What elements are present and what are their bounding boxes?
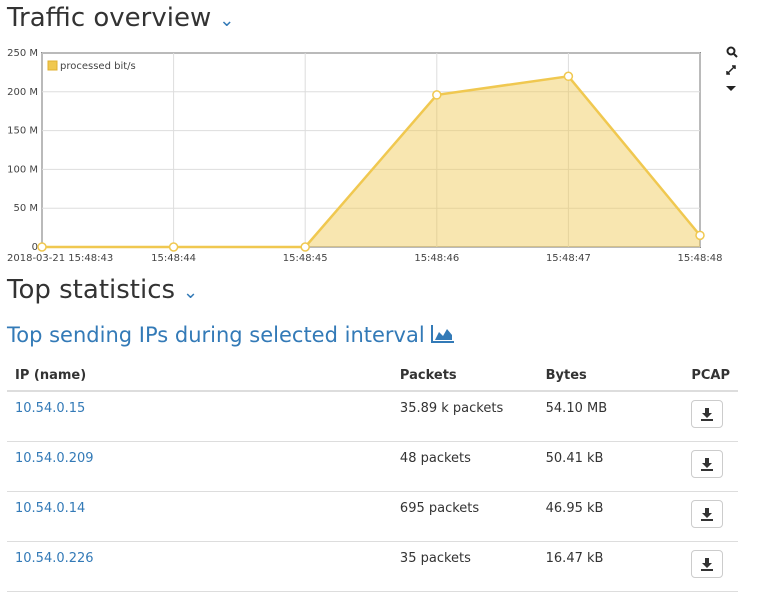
ip-link[interactable]: 10.54.0.226 <box>15 550 94 566</box>
ip-link[interactable]: 10.54.0.209 <box>15 450 94 466</box>
table-title-text: Top sending IPs during selected interval <box>7 323 425 347</box>
legend-label: processed bit/s <box>60 61 136 72</box>
y-tick-label: 50 M <box>13 203 38 214</box>
chart-icon[interactable] <box>431 324 455 344</box>
section-text: Top statistics <box>7 275 176 305</box>
point <box>563 71 574 82</box>
column-header: Packets <box>391 360 538 392</box>
y-tick-label: 150 M <box>7 126 38 137</box>
x-tick-label: 15:48:44 <box>151 253 196 264</box>
table-cell: 48 packets <box>391 441 538 492</box>
point <box>432 90 442 100</box>
table-cell: 54.10 MB <box>537 391 684 442</box>
table-cell: 10.54.0.226 <box>7 541 392 592</box>
page-title: Traffic overview ⌄ <box>7 3 235 33</box>
y-tick-label: 100 M <box>7 164 38 175</box>
cell-text: 54.10 MB <box>545 401 608 416</box>
table-title: Top sending IPs during selected interval <box>7 323 455 347</box>
point <box>695 230 705 241</box>
point <box>168 242 179 252</box>
download-button[interactable] <box>691 549 724 578</box>
area <box>42 76 700 247</box>
cell-text: 16.47 kB <box>545 550 604 566</box>
table-row: 10.54.0.15 35.89 k packets 54.10 MB <box>7 391 738 442</box>
ip-link[interactable]: 10.54.0.14 <box>15 500 86 516</box>
x-tick-label: 15:48:45 <box>283 253 328 264</box>
table-cell: 695 packets <box>391 491 538 542</box>
table-row: 10.54.0.14 695 packets 46.95 kB <box>7 491 738 542</box>
cell-text: 50.41 kB <box>545 450 604 466</box>
point <box>300 242 310 252</box>
table-cell: 10.54.0.15 <box>7 391 392 442</box>
ip-link[interactable]: 10.54.0.15 <box>15 401 86 416</box>
download-button[interactable] <box>691 449 724 478</box>
table-cell: 10.54.0.14 <box>7 491 392 542</box>
x-tick-label: 15:48:48 <box>678 253 723 264</box>
cell-text: 46.95 kB <box>545 500 604 516</box>
pcap-cell <box>683 541 738 592</box>
legend-swatch <box>47 60 58 71</box>
section-title: Top statistics ⌄ <box>7 275 199 305</box>
pcap-cell <box>683 441 738 492</box>
y-tick-label: 0 <box>32 242 38 253</box>
zoom-icon[interactable] <box>726 46 736 56</box>
column-header: IP (name) <box>7 360 392 392</box>
chart: 0 50 M 100 M 150 M 200 M 250 M 2018-03-21 15:4… <box>7 46 738 264</box>
header-row: IP (name) Packets Bytes PCAP <box>7 360 738 392</box>
cell-text: 35.89 k packets <box>399 401 504 416</box>
table-cell: 50.41 kB <box>537 441 684 492</box>
pcap-cell <box>683 391 738 442</box>
column-header: Bytes <box>537 360 684 392</box>
title-text: Traffic overview <box>7 3 212 33</box>
table-cell: 35.89 k packets <box>391 391 538 442</box>
x-tick-label: 15:48:46 <box>414 253 459 264</box>
x-tick-label: 15:48:47 <box>546 253 591 264</box>
table-cell: 35 packets <box>391 541 538 592</box>
table-row: 10.54.0.209 48 packets 50.41 kB <box>7 441 738 492</box>
y-tick-label: 250 M <box>7 48 38 59</box>
cell-text: 35 packets <box>399 550 471 566</box>
toolbar <box>726 46 738 91</box>
menu-icon[interactable] <box>726 86 736 91</box>
cell-text: 48 packets <box>399 450 471 466</box>
table-cell: 10.54.0.209 <box>7 441 392 492</box>
download-button[interactable] <box>691 499 724 528</box>
y-tick-label: 200 M <box>7 87 38 98</box>
point <box>37 242 47 252</box>
line <box>42 74 701 249</box>
column-header: PCAP <box>683 360 738 392</box>
ip-table: IP (name) Packets Bytes PCAP 10.54.0.15 35.8… <box>7 360 738 592</box>
reset-icon[interactable] <box>726 65 736 75</box>
table-row: 10.54.0.226 35 packets 16.47 kB <box>7 541 738 592</box>
plot-frame <box>41 52 701 248</box>
pcap-cell <box>683 491 738 542</box>
table-cell: 16.47 kB <box>537 541 684 592</box>
table-cell: 46.95 kB <box>537 491 684 542</box>
cell-text: 695 packets <box>399 500 480 516</box>
download-button[interactable] <box>691 400 724 428</box>
x-tick-label: 2018-03-21 15:48:43 <box>7 253 113 264</box>
